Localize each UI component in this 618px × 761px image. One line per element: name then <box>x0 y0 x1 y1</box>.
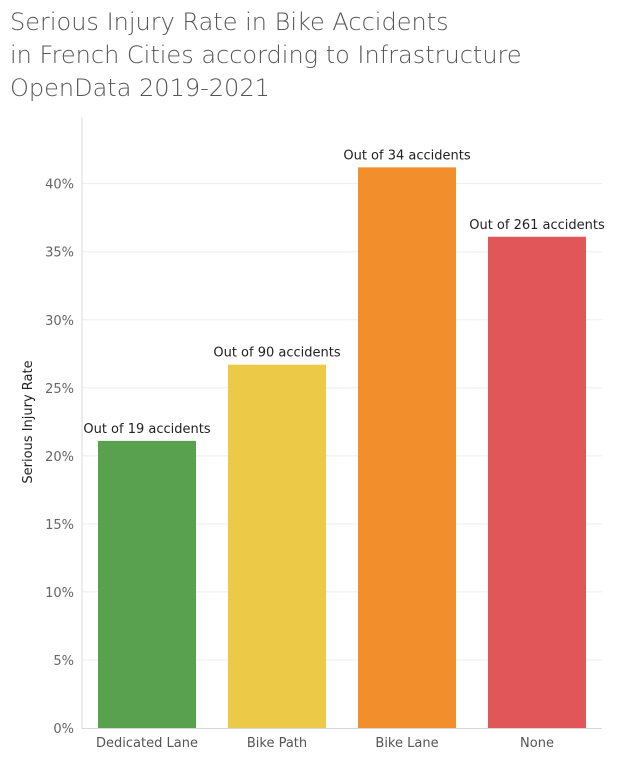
x-category-label: Dedicated Lane <box>96 736 198 751</box>
axes <box>81 117 602 729</box>
chart-title-line-2: in French Cities according to Infrastruc… <box>10 41 522 69</box>
y-tick-label: 5% <box>53 654 74 669</box>
y-axis-title: Serious Injury Rate <box>21 360 36 483</box>
x-category-label: Bike Lane <box>375 736 438 751</box>
y-tick-label: 25% <box>45 382 74 397</box>
bars <box>98 167 586 728</box>
y-tick-label: 10% <box>45 586 74 601</box>
chart-title-line-3: OpenData 2019-2021 <box>10 74 270 102</box>
bar-bike-path <box>228 364 326 728</box>
labels: 0% 5% 10% 15% 20% 25% 30% 35% 40% Out of 19 accid… <box>45 148 605 751</box>
y-tick-label: 0% <box>53 722 74 737</box>
chart-title-line-1: Serious Injury Rate in Bike Accidents <box>10 8 449 36</box>
y-tick-label: 15% <box>45 518 74 533</box>
bar-data-label: Out of 34 accidents <box>343 148 470 163</box>
y-tick-label: 20% <box>45 450 74 465</box>
bar-bike-lane <box>358 167 456 728</box>
y-tick-label: 35% <box>45 246 74 261</box>
x-category-label: None <box>520 736 554 751</box>
bar-dedicated-lane <box>98 440 196 728</box>
bar-data-label: Out of 19 accidents <box>83 422 210 437</box>
y-tick-label: 40% <box>45 178 74 193</box>
x-category-label: Bike Path <box>247 736 307 751</box>
bar-data-label: Out of 90 accidents <box>213 346 340 361</box>
bar-data-label: Out of 261 accidents <box>469 218 605 233</box>
chart-title: Serious Injury Rate in Bike Accidents in… <box>10 6 610 105</box>
y-tick-label: 30% <box>45 314 74 329</box>
bar-none <box>488 236 586 728</box>
